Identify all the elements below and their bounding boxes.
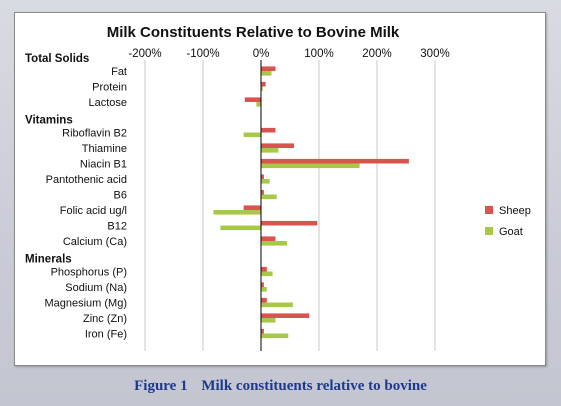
x-tick-label: 300%	[420, 48, 449, 60]
group-label: Total Solids	[25, 53, 89, 65]
bar-sheep	[261, 81, 266, 87]
bar-sheep	[243, 205, 261, 210]
category-label: Calcium (Ca)	[63, 236, 127, 248]
chart-panel: Milk Constituents Relative to Bovine Mil…	[14, 12, 546, 366]
x-tick-label: -200%	[128, 48, 161, 60]
category-label: Pantothenic acid	[46, 174, 127, 186]
bar-sheep	[261, 158, 409, 164]
category-label: Magnesium (Mg)	[44, 298, 127, 310]
figure-number: Figure 1	[134, 378, 188, 394]
bar-goat	[261, 148, 279, 153]
bar-goat	[213, 210, 261, 215]
category-label: B6	[114, 190, 127, 202]
category-label: Protein	[92, 82, 127, 94]
chart-title: Milk Constituents Relative to Bovine Mil…	[107, 24, 400, 41]
category-label: Sodium (Na)	[65, 282, 127, 294]
bar-goat	[261, 271, 273, 277]
bar-goat	[261, 86, 263, 92]
bar-sheep	[261, 143, 295, 148]
bar-goat	[243, 132, 261, 138]
bar-sheep	[261, 220, 318, 226]
bar-sheep	[244, 97, 261, 102]
bar-goat	[256, 102, 261, 107]
bar-goat	[261, 302, 293, 308]
legend-swatch	[485, 227, 493, 235]
category-label: Niacin B1	[80, 159, 127, 171]
category-label: Folic acid ug/l	[60, 205, 127, 217]
group-label: Vitamins	[25, 115, 73, 127]
category-label: Iron (Fe)	[85, 329, 127, 341]
bar-goat	[261, 287, 267, 292]
legend-label: Sheep	[499, 205, 531, 217]
bar-sheep	[261, 236, 276, 241]
legend-swatch	[485, 206, 493, 214]
figure-caption: Figure 1 Milk constituents relative to b…	[0, 378, 561, 395]
category-label: Zinc (Zn)	[83, 313, 127, 325]
category-label: Phosphorus (P)	[51, 267, 127, 279]
bar-goat	[261, 194, 277, 200]
bar-sheep	[261, 66, 276, 71]
bar-chart: Milk Constituents Relative to Bovine Mil…	[25, 24, 531, 351]
bar-goat	[261, 333, 289, 339]
x-tick-label: 100%	[304, 48, 333, 60]
bar-sheep	[261, 174, 264, 179]
bar-sheep	[261, 266, 267, 272]
x-tick-label: 0%	[253, 48, 270, 60]
figure-caption-text: Milk constituents relative to bovine	[201, 378, 427, 394]
bar-sheep	[261, 282, 264, 287]
bar-goat	[220, 225, 261, 231]
category-label: Riboflavin B2	[62, 128, 127, 140]
bar-goat	[261, 179, 270, 184]
legend-label: Goat	[499, 226, 523, 238]
bar-sheep	[261, 297, 267, 303]
bar-goat	[261, 318, 276, 323]
bar-goat	[261, 163, 360, 169]
bar-sheep	[261, 189, 264, 195]
bar-sheep	[261, 328, 264, 334]
category-label: Fat	[111, 66, 127, 78]
category-label: B12	[107, 221, 127, 233]
x-tick-label: 200%	[362, 48, 391, 60]
bar-goat	[261, 71, 272, 76]
bar-goat	[261, 241, 288, 246]
bar-sheep	[261, 127, 276, 133]
category-label: Thiamine	[82, 143, 127, 155]
bar-sheep	[261, 313, 310, 318]
category-label: Lactose	[88, 97, 127, 109]
group-label: Minerals	[25, 254, 72, 266]
x-tick-label: -100%	[186, 48, 219, 60]
